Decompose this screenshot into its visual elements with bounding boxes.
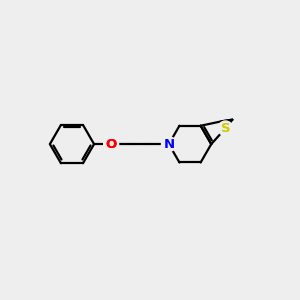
Text: N: N	[163, 138, 174, 151]
Circle shape	[218, 121, 233, 136]
Circle shape	[104, 137, 119, 152]
Text: O: O	[106, 138, 117, 151]
Text: O: O	[106, 138, 117, 151]
Circle shape	[104, 137, 119, 152]
Circle shape	[161, 137, 176, 152]
Text: S: S	[220, 122, 230, 135]
